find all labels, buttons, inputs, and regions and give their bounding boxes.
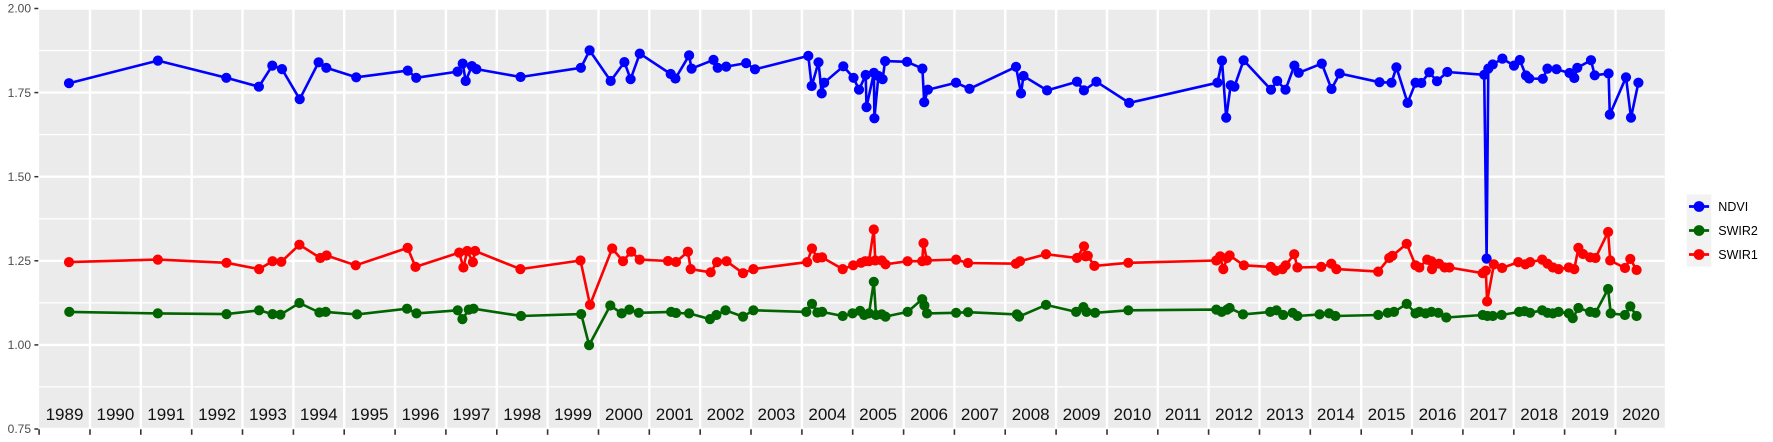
- svg-text:2003: 2003: [757, 405, 795, 424]
- svg-text:1.25: 1.25: [8, 254, 32, 268]
- svg-text:2019: 2019: [1571, 405, 1609, 424]
- svg-text:0.75: 0.75: [8, 422, 32, 436]
- svg-text:2013: 2013: [1266, 405, 1304, 424]
- svg-text:1998: 1998: [503, 405, 541, 424]
- svg-text:2.00: 2.00: [8, 2, 32, 16]
- svg-text:2010: 2010: [1113, 405, 1151, 424]
- svg-text:1994: 1994: [300, 405, 338, 424]
- svg-text:2018: 2018: [1520, 405, 1558, 424]
- svg-text:2015: 2015: [1368, 405, 1406, 424]
- svg-text:1990: 1990: [96, 405, 134, 424]
- svg-text:2005: 2005: [859, 405, 897, 424]
- svg-text:2002: 2002: [707, 405, 745, 424]
- svg-text:2020: 2020: [1622, 405, 1660, 424]
- svg-text:1.00: 1.00: [8, 338, 32, 352]
- svg-text:1991: 1991: [147, 405, 185, 424]
- svg-text:2017: 2017: [1469, 405, 1507, 424]
- svg-text:1996: 1996: [402, 405, 440, 424]
- svg-text:2007: 2007: [961, 405, 999, 424]
- svg-text:2008: 2008: [1012, 405, 1050, 424]
- svg-text:2014: 2014: [1317, 405, 1355, 424]
- svg-text:2000: 2000: [605, 405, 643, 424]
- svg-text:1.50: 1.50: [8, 170, 32, 184]
- svg-text:1.75: 1.75: [8, 86, 32, 100]
- svg-text:1997: 1997: [452, 405, 490, 424]
- svg-text:2006: 2006: [910, 405, 948, 424]
- svg-text:2016: 2016: [1419, 405, 1457, 424]
- svg-text:2001: 2001: [656, 405, 694, 424]
- svg-text:2009: 2009: [1063, 405, 1101, 424]
- svg-text:2011: 2011: [1165, 405, 1202, 424]
- svg-text:2012: 2012: [1215, 405, 1253, 424]
- svg-text:SWIR1: SWIR1: [1718, 248, 1758, 262]
- svg-text:1992: 1992: [198, 405, 236, 424]
- svg-text:SWIR2: SWIR2: [1718, 224, 1758, 238]
- svg-text:1995: 1995: [351, 405, 389, 424]
- svg-text:2004: 2004: [808, 405, 846, 424]
- svg-text:1999: 1999: [554, 405, 592, 424]
- svg-text:1993: 1993: [249, 405, 287, 424]
- svg-text:NDVI: NDVI: [1718, 200, 1748, 214]
- svg-text:1989: 1989: [46, 405, 84, 424]
